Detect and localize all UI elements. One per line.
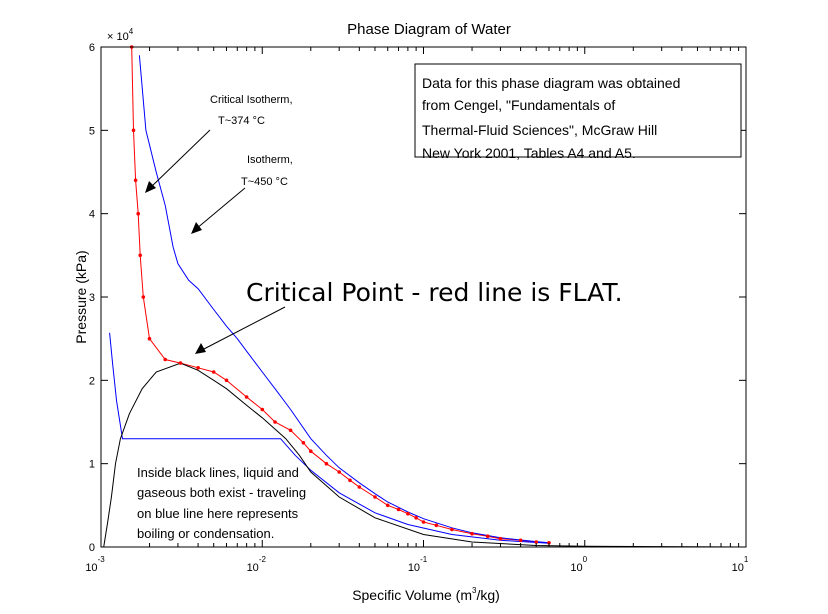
- series-0-line: [131, 46, 550, 544]
- annotation-critical-isotherm-line1: Critical Isotherm,: [210, 94, 293, 106]
- data-source-note-line2: from Cengel, "Fundamentals of: [422, 97, 615, 113]
- y-tick-label-4: 4: [89, 209, 95, 221]
- series-0-point-23: [385, 503, 390, 508]
- series-0-point-18: [324, 461, 329, 466]
- series-0-point-21: [357, 485, 362, 489]
- chart-title: Phase Diagram of Water: [347, 21, 511, 38]
- series-0-point-1: [131, 128, 136, 133]
- series-0-point-31: [485, 534, 490, 538]
- y-multiplier-label: × 104: [107, 27, 134, 43]
- inside-note-line1: Inside black lines, liquid and: [137, 465, 299, 480]
- series-3-line: [103, 362, 747, 548]
- series-0-point-8: [178, 361, 183, 365]
- x-tick-label-3: 100: [570, 555, 587, 574]
- y-tick-label-2: 2: [89, 375, 95, 387]
- inside-note-line4: boiling or condensation.: [137, 526, 274, 541]
- series-0-point-26: [414, 516, 418, 520]
- series-0-point-16: [301, 441, 306, 445]
- series-0-point-25: [406, 511, 410, 516]
- arrow-critical-isotherm: [149, 129, 211, 189]
- series-0-point-24: [396, 507, 401, 512]
- data-source-note-line4: New York 2001, Tables A4 and A5.: [422, 145, 636, 161]
- x-tick-label-0: 10-3: [85, 555, 105, 574]
- series-0-point-35: [547, 541, 551, 545]
- data-source-note-line1: Data for this phase diagram was obtained: [422, 75, 680, 91]
- series-0-point-2: [133, 178, 138, 183]
- arrow-isotherm: [195, 187, 246, 230]
- series-0-point-13: [260, 407, 265, 412]
- series-0-point-19: [337, 470, 342, 474]
- y-tick-label-3: 3: [89, 292, 95, 304]
- series-0-point-22: [373, 495, 377, 499]
- arrow-critical-point: [201, 306, 286, 351]
- arrowhead-critical-point: [195, 343, 206, 354]
- series-0-point-7: [163, 357, 167, 362]
- series-0-point-10: [211, 370, 216, 374]
- y-axis-label: Pressure (kPa): [73, 250, 89, 343]
- y-tick-label-5: 5: [89, 125, 95, 137]
- series-0-point-17: [309, 449, 313, 454]
- axis-ticks: [100, 46, 747, 548]
- series-0-point-32: [498, 536, 503, 541]
- arrowhead-isotherm: [191, 222, 202, 234]
- series-1-line: [138, 55, 550, 544]
- series-0-point-33: [518, 538, 523, 543]
- x-tick-label-4: 101: [732, 555, 749, 574]
- annotation-critical-isotherm-line2: T~374 °C: [218, 115, 265, 127]
- series-0-point-27: [421, 520, 426, 524]
- y-tick-label-6: 6: [89, 42, 95, 54]
- arrowhead-critical-isotherm: [145, 181, 156, 193]
- inside-note-line3: on blue line here represents: [137, 506, 299, 521]
- x-tick-label-2: 10-1: [408, 555, 428, 574]
- series-0-point-6: [147, 336, 152, 341]
- series-0-point-34: [534, 540, 538, 544]
- series-0-point-14: [273, 420, 277, 424]
- inside-note-line2: gaseous both exist - traveling: [137, 485, 306, 500]
- series-0-point-30: [470, 531, 474, 536]
- data-source-note-line3: Thermal-Fluid Sciences", McGraw Hill: [422, 122, 657, 138]
- annotation-critical-point: Critical Point - red line is FLAT.: [246, 278, 623, 307]
- y-tick-label-1: 1: [89, 459, 95, 471]
- series-2-line: [109, 332, 550, 544]
- data-markers: [129, 45, 551, 545]
- series-0-point-15: [288, 428, 293, 433]
- series-0-point-5: [141, 295, 146, 299]
- series-0-point-11: [224, 378, 229, 383]
- annotation-isotherm-line1: Isotherm,: [247, 154, 293, 166]
- annotation-isotherm-line2: T~450 °C: [241, 176, 288, 188]
- plot-lines: [103, 46, 747, 548]
- series-0-point-20: [348, 478, 352, 483]
- data-source-note-box: [414, 63, 742, 158]
- x-tick-label-1: 10-2: [247, 555, 267, 574]
- series-0-point-4: [138, 253, 142, 258]
- y-tick-label-0: 0: [89, 542, 95, 554]
- series-0-point-3: [136, 211, 140, 216]
- series-0-point-28: [434, 523, 439, 528]
- series-0-point-12: [244, 395, 249, 399]
- series-0-point-9: [196, 366, 200, 370]
- x-axis-label: Specific Volume (m3/kg): [352, 586, 500, 603]
- series-0-point-29: [450, 527, 454, 532]
